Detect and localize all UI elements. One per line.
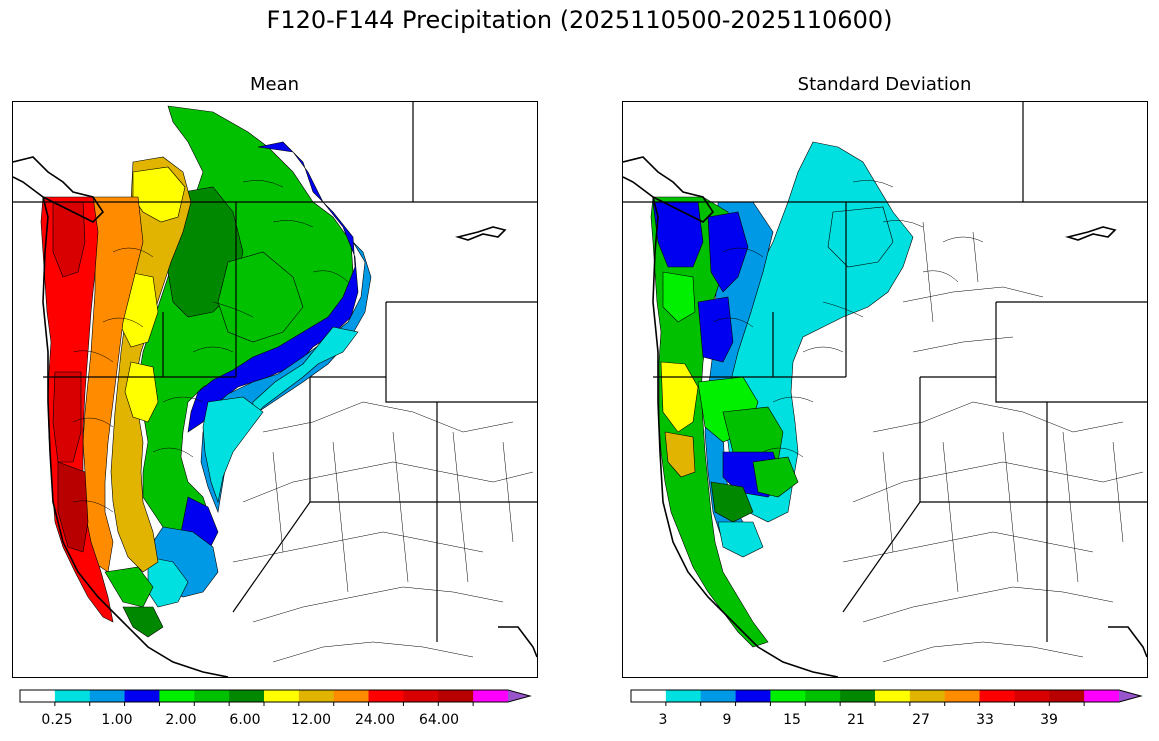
colorbar-segment — [194, 690, 230, 702]
stddev-tick-label: 15 — [783, 712, 801, 728]
colorbar-segment — [700, 690, 737, 702]
colorbar-segment — [875, 690, 911, 702]
colorbar-segment — [735, 690, 771, 702]
mean-precip-fill — [40, 105, 372, 638]
mean-coastline — [13, 156, 537, 677]
colorbar-segment — [1084, 690, 1120, 702]
stddev-precip-fill — [650, 141, 914, 648]
colorbar-segment — [333, 690, 370, 702]
colorbar-segment — [1049, 690, 1085, 702]
colorbar-segment — [805, 690, 841, 702]
stddev-panel-title: Standard Deviation — [797, 74, 972, 95]
colorbar-segment — [665, 690, 702, 702]
colorbar-segment — [944, 690, 981, 702]
stddev-tick-label: 9 — [722, 712, 732, 728]
colorbar-segment — [1014, 690, 1050, 702]
stddev-map — [622, 101, 1148, 678]
colorbar-segment — [264, 690, 300, 702]
figure-title: F120-F144 Precipitation (2025110500-2025… — [266, 6, 893, 34]
stddev-tick-label: 39 — [1040, 712, 1058, 728]
colorbar-segment — [909, 690, 946, 702]
colorbar-outline — [630, 689, 1143, 703]
stddev-tick-label: 33 — [976, 712, 994, 728]
colorbar-segment — [403, 690, 439, 702]
colorbar-segment — [54, 690, 91, 702]
stddev-state-borders — [623, 102, 1147, 642]
stddev-tick-label: 3 — [658, 712, 668, 728]
stddev-tick-label: 27 — [912, 712, 930, 728]
stddev-tick-label: 21 — [847, 712, 865, 728]
stddev-coastline — [623, 156, 1147, 677]
stddev-colorbar — [630, 689, 1143, 706]
colorbar-segment — [159, 690, 195, 702]
mean-tick-label: 64.00 — [418, 712, 460, 728]
colorbar-segment — [124, 690, 160, 702]
colorbar-segment — [89, 690, 126, 702]
colorbar-segment — [473, 690, 509, 702]
colorbar-segment — [298, 690, 335, 702]
colorbar-segment — [770, 690, 806, 702]
colorbar-extend-arrow — [508, 690, 530, 702]
colorbar-segment — [229, 690, 265, 702]
colorbar-extend-arrow — [1119, 690, 1141, 702]
mean-colorbar — [19, 689, 532, 706]
mean-tick-label: 1.00 — [101, 712, 133, 728]
colorbar-segment — [840, 690, 876, 702]
mean-map — [12, 101, 538, 678]
mean-tick-label: 2.00 — [165, 712, 197, 728]
stddev-basin-outlines — [712, 180, 1144, 663]
colorbar-segment — [631, 690, 667, 702]
mean-tick-label: 0.25 — [41, 712, 73, 728]
colorbar-segment — [438, 690, 474, 702]
colorbar-segment — [368, 690, 404, 702]
mean-panel-title: Mean — [249, 74, 300, 95]
colorbar-segment — [979, 690, 1015, 702]
colorbar-outline — [19, 689, 532, 703]
mean-tick-label: 12.00 — [290, 712, 332, 728]
mean-state-borders — [13, 102, 537, 642]
mean-tick-label: 6.00 — [229, 712, 261, 728]
colorbar-segment — [20, 690, 56, 702]
mean-basin-outlines — [72, 180, 534, 663]
mean-tick-label: 24.00 — [354, 712, 396, 728]
